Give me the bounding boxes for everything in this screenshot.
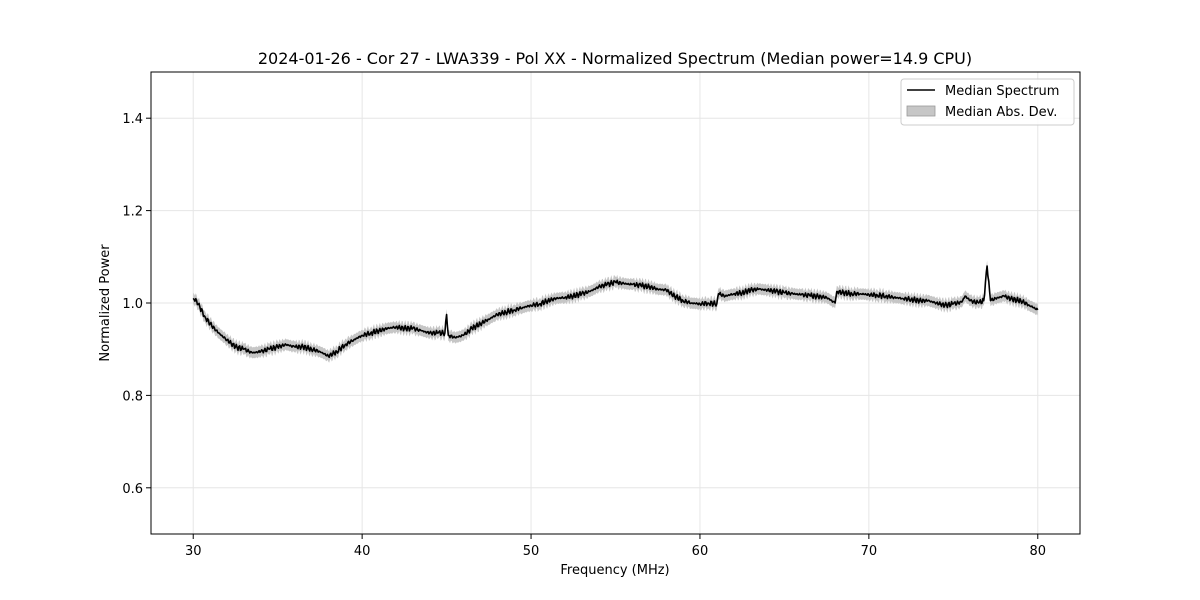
y-axis-label: Normalized Power (98, 244, 113, 362)
median-spectrum-line (192, 265, 1039, 359)
x-tick-label: 60 (692, 544, 709, 559)
y-tick-label: 1.0 (122, 297, 143, 312)
legend-box (900, 78, 1075, 126)
chart-title: 2024-01-26 - Cor 27 - LWA339 - Pol XX - … (258, 49, 972, 68)
y-tick-label: 1.2 (122, 205, 143, 220)
median-line-layer (192, 265, 1039, 359)
x-tick-label: 30 (185, 544, 202, 559)
x-tick-label: 70 (861, 544, 878, 559)
x-axis-label: Frequency (MHz) (560, 563, 669, 578)
x-axis-ticks: 30 40 50 60 70 80 (185, 534, 1046, 559)
x-tick-label: 50 (523, 544, 540, 559)
legend-mad-label: Median Abs. Dev. (945, 105, 1057, 120)
legend: Median Spectrum Median Abs. Dev. (900, 78, 1075, 126)
y-tick-label: 0.6 (122, 482, 143, 497)
legend-median-label: Median Spectrum (945, 84, 1059, 99)
y-tick-label: 1.4 (122, 112, 143, 127)
y-axis-ticks: 0.6 0.8 1.0 1.2 1.4 (122, 112, 151, 497)
y-tick-label: 0.8 (122, 389, 143, 404)
x-tick-label: 80 (1029, 544, 1046, 559)
legend-mad-swatch (906, 105, 936, 117)
x-tick-label: 40 (354, 544, 371, 559)
